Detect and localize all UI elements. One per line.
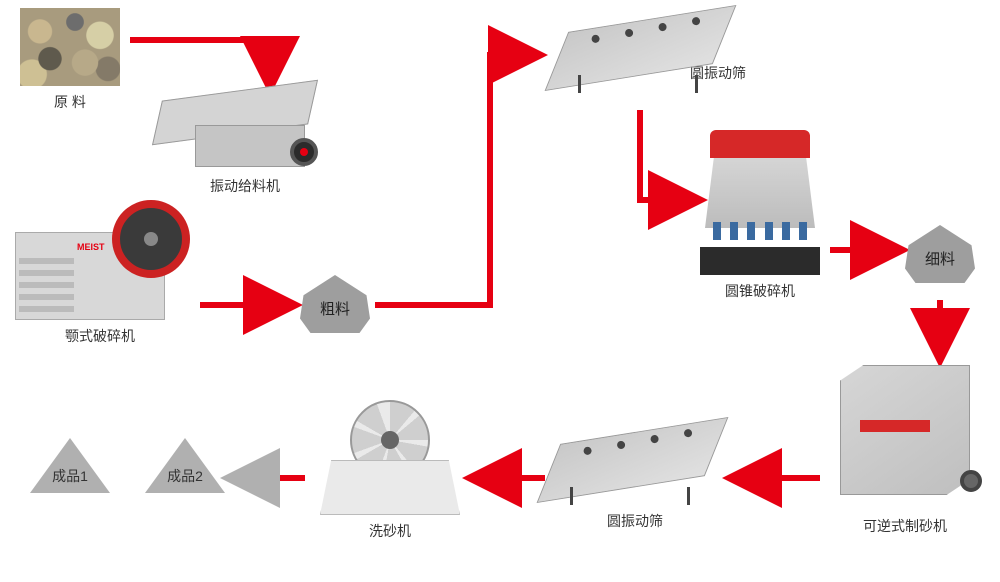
screen1-graphic — [563, 8, 723, 93]
node-screen-2: 圆振动筛 — [555, 420, 715, 531]
node-sand-maker: 可逆式制砂机 — [830, 360, 980, 536]
fine-pile-label: 细料 — [925, 248, 955, 269]
screen2-graphic — [555, 420, 715, 505]
cone-crusher-label: 圆锥破碎机 — [725, 281, 795, 301]
jaw-crusher-label: 颚式破碎机 — [65, 326, 135, 346]
raw-material-image — [20, 8, 120, 86]
sand-maker-graphic — [830, 360, 980, 510]
raw-material-label: 原 料 — [54, 92, 86, 112]
node-fine-material: 细料 — [905, 225, 975, 283]
node-raw-material: 原 料 — [20, 8, 120, 112]
node-coarse-material: 粗料 — [300, 275, 370, 333]
product1-label: 成品1 — [42, 466, 98, 486]
screen2-label: 圆振动筛 — [607, 511, 663, 531]
node-product-2: 成品2 — [145, 438, 225, 493]
coarse-pile-icon: 粗料 — [300, 275, 370, 333]
sand-maker-label: 可逆式制砂机 — [863, 516, 947, 536]
coarse-pile-label: 粗料 — [320, 298, 350, 319]
node-jaw-crusher: MEIST 颚式破碎机 — [15, 200, 185, 346]
product2-label: 成品2 — [157, 466, 213, 486]
product1-pile-icon: 成品1 — [30, 438, 110, 493]
arrow-coarse-to-screen1 — [375, 55, 530, 305]
node-feeder: 振动给料机 — [160, 90, 330, 196]
washer-graphic — [315, 400, 465, 515]
product2-pile-icon: 成品2 — [145, 438, 225, 493]
node-screen-1: 圆振动筛 — [540, 8, 746, 83]
fine-pile-icon: 细料 — [905, 225, 975, 283]
node-product-1: 成品1 — [30, 438, 110, 493]
arrow-raw-to-feeder — [130, 40, 270, 78]
arrow-screen1-to-cone — [640, 110, 690, 200]
node-cone-crusher: 圆锥破碎机 — [700, 130, 820, 301]
node-sand-washer: 洗砂机 — [315, 400, 465, 541]
feeder-label: 振动给料机 — [210, 176, 280, 196]
feeder-graphic — [160, 90, 330, 170]
cone-crusher-graphic — [700, 130, 820, 275]
washer-label: 洗砂机 — [369, 521, 411, 541]
jaw-crusher-graphic: MEIST — [15, 200, 185, 320]
